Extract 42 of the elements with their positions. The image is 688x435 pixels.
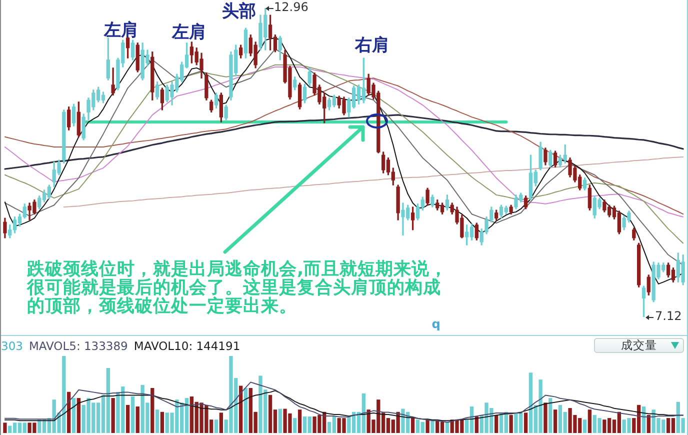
bar xyxy=(244,388,248,433)
bar xyxy=(544,402,548,433)
bar xyxy=(426,420,430,433)
bar xyxy=(646,414,650,433)
annotation: 左肩 xyxy=(103,20,138,40)
bar xyxy=(410,418,415,433)
bar xyxy=(150,388,154,433)
annotation: 左肩 xyxy=(171,22,206,42)
bar xyxy=(3,422,7,433)
text: 303 xyxy=(1,339,23,353)
bar xyxy=(111,398,115,433)
bar xyxy=(494,414,498,433)
bar xyxy=(509,414,513,433)
bar xyxy=(548,398,552,433)
bar xyxy=(278,408,282,433)
annotation: 右肩 xyxy=(354,35,389,56)
bar xyxy=(588,410,592,433)
chart-title: 成交量 xyxy=(621,338,657,352)
bar xyxy=(293,418,297,433)
annotation: q xyxy=(432,317,440,332)
annotation: 头部 xyxy=(222,1,256,22)
text: MAVOL10: 144191 xyxy=(134,339,240,353)
bar xyxy=(524,412,528,433)
annotation: 跌破颈线位时，就是出局逃命机会,而且就短期来说，很可能就是最后的机会了。这里是复合头肩顶的构成的顶部，颈线破位处一定要出来。 xyxy=(26,258,448,316)
bar xyxy=(238,386,243,433)
bar xyxy=(445,422,450,433)
annotation: 12.96 xyxy=(274,0,308,14)
bar xyxy=(160,412,164,433)
bar xyxy=(582,420,587,433)
bar xyxy=(76,398,80,433)
bar xyxy=(155,410,160,433)
bar xyxy=(214,420,218,433)
bar xyxy=(126,404,130,433)
bar xyxy=(298,410,302,433)
bar xyxy=(136,406,140,433)
bar xyxy=(219,412,223,433)
bar xyxy=(130,396,135,433)
text: MAVOL5: 133389 xyxy=(28,339,128,353)
annotation: 7.12 xyxy=(655,309,682,324)
bar xyxy=(553,410,558,433)
dropdown: 成交量 xyxy=(594,338,684,353)
bar xyxy=(72,398,76,433)
